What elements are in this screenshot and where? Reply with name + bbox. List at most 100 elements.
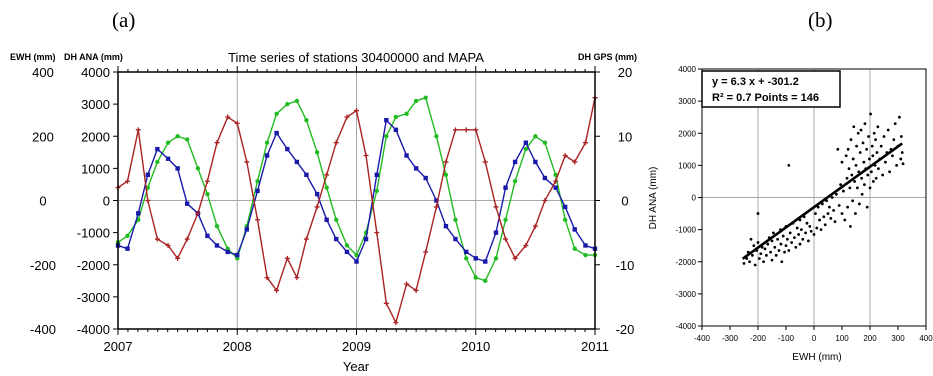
chart-b-point [787,163,791,167]
chart-a-series-0-point [324,185,329,190]
chart-b-point [863,183,866,187]
chart-b-point [828,205,831,209]
chart-b-point [787,249,791,252]
chart-a-series-2-point [234,120,240,126]
chart-a-gps-tick-label: 20 [618,65,632,80]
chart-b-point [833,220,837,223]
chart-a-series-1-point [453,236,458,242]
chart-a-series-1-point [572,227,577,232]
chart-b-point [818,218,821,222]
chart-a-series-1-point [443,224,449,229]
chart-a-series-1-point [255,188,260,194]
chart-a-series-1-point [205,233,210,239]
chart-a-ewh-tick-label: -400 [30,322,56,337]
chart-b-point [870,170,873,174]
chart-b-point [808,225,812,228]
chart-a-frame [117,71,596,330]
chart-a-series-0-point [523,146,529,152]
chart-a-x-tick-label: 2007 [104,339,133,354]
chart-b-point [819,228,823,232]
chart-b-y-tick-label: 3000 [678,97,696,106]
chart-b-point [742,261,746,265]
chart-b-point [868,157,871,161]
chart-a-series-1-point [493,230,499,235]
chart-b-x-tick-label: -300 [722,334,739,343]
chart-b-point [756,241,760,244]
chart-a-series-1-point [344,249,350,255]
chart-a-series-0-point [493,256,499,261]
chart-b-point [861,141,865,145]
chart-b-point [759,252,763,256]
chart-a-series-2-point [532,223,538,229]
chart-a-series-0-point [304,117,309,123]
chart-a-series-2-point [354,108,359,114]
chart-a-series-0-point [195,166,201,171]
chart-b-x-tick-label: -200 [750,334,767,343]
chart-a-series-0-point [294,98,300,104]
chart-a-series-2-point [184,236,190,242]
chart-a-series-0-point [374,188,379,194]
chart-a-dhana-tick-label: 3000 [81,97,110,112]
chart-b-point [868,186,872,190]
chart-b-point [822,215,826,219]
chart-a-series-1-point [314,191,320,197]
chart-a-series-1-point [225,249,230,255]
chart-a-series-0-point [165,140,171,145]
chart-b-point [900,151,904,154]
chart-a-series-1-point [274,130,279,136]
chart-b-point [858,151,862,154]
chart-b-x-tick-label: -100 [778,334,795,343]
chart-b-point [776,237,779,241]
chart-a-series-0-point [404,111,409,116]
chart-a-series-1-point [294,159,300,165]
chart-a-series-2-point [433,204,439,210]
chart-a-series-0-point [344,243,350,248]
chart-a-dhana-tick-label: -1000 [77,226,110,241]
chart-b-point [794,245,798,249]
chart-b-point [845,176,849,180]
chart-b-x-tick-label: 0 [812,334,817,343]
chart-b-x-tick-label: 400 [919,334,933,343]
chart-b-point [766,242,770,246]
chart-a-series-1-point [145,172,151,177]
chart-a-series-1-point [285,146,290,152]
chart-b-point [843,218,847,222]
chart-b-point [879,144,883,148]
chart-b-point [788,231,792,235]
chart-b-point [829,216,833,220]
chart-b-point [895,163,898,167]
chart-a-dhana-tick-label: -2000 [77,258,110,273]
chart-b-point [751,253,754,257]
chart-a-series-1-point [473,256,478,261]
chart-a-series-2-point [383,300,389,306]
chart-a-series-0-point [533,134,538,139]
chart-a-series-0-point [503,217,508,222]
chart-a-series-0-point [205,191,210,197]
chart-b: -400 -300 -200 -100 0 100 200 300 40040003000200… [676,65,933,343]
chart-b-point [774,253,778,257]
chart-b-point [877,167,880,170]
chart-b-point [863,122,867,126]
chart-a-series-1-point [374,172,379,177]
chart-a-dhana-tick-label: 1000 [81,161,110,176]
chart-b-annotation-box [701,70,841,108]
chart-b-point [850,173,854,177]
chart-b-point [823,223,827,227]
chart-a-series-1-point [264,153,270,158]
chart-a-gps-tick-label: -10 [616,258,635,273]
chart-a-series-2-point [393,320,399,326]
chart-b-point [860,192,864,196]
chart-b-point [865,205,869,209]
chart-a-series-0-point [184,137,190,142]
chart-a-series-2-point [344,114,350,120]
chart-b-point [798,242,802,246]
chart-a-series-2-point [244,159,250,165]
chart-a-series-1-point [562,204,568,210]
chart-b-point [772,231,775,235]
chart-b-point [874,138,877,142]
chart-b-point [884,160,887,164]
chart-a-series-1-point [423,175,428,181]
chart-b-point [869,112,872,116]
chart-b-point [770,258,774,262]
